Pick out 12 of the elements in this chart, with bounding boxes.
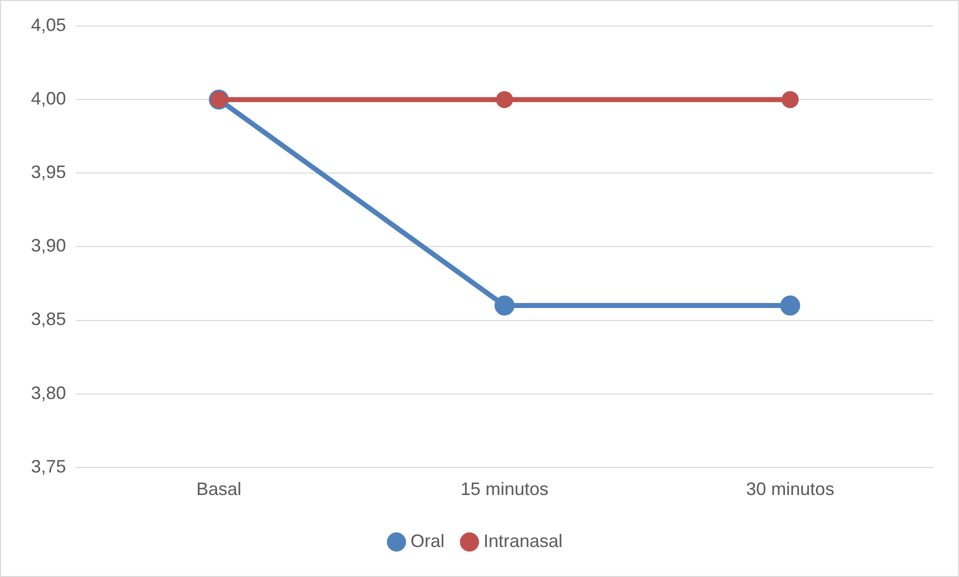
y-tick-label: 4,00 bbox=[30, 88, 66, 109]
y-tick-label: 3,75 bbox=[30, 456, 66, 476]
y-tick-label: 3,95 bbox=[30, 162, 66, 182]
x-tick-label: 30 minutos bbox=[746, 479, 834, 500]
y-tick-label: 3,85 bbox=[30, 309, 66, 330]
x-tick-label: 15 minutos bbox=[460, 479, 549, 500]
legend-label: Intranasal bbox=[483, 530, 563, 551]
y-tick-label: 3,80 bbox=[30, 382, 66, 403]
legend-label: Oral bbox=[410, 530, 444, 551]
y-tick-label: 4,05 bbox=[30, 14, 66, 35]
x-tick-label: Basal bbox=[196, 479, 242, 500]
y-tick-label: 3,90 bbox=[30, 236, 66, 256]
